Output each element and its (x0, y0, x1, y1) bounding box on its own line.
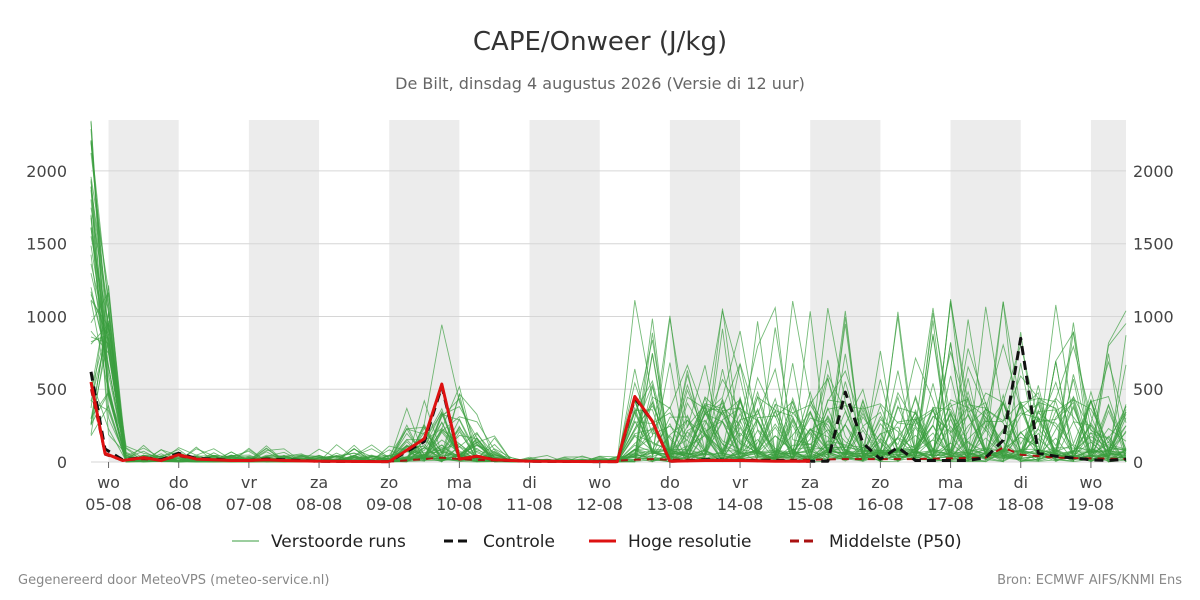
chart-title: CAPE/Onweer (J/kg) (473, 27, 727, 57)
x-tick-day: vr (241, 473, 257, 492)
x-tick-date: 11-08 (506, 495, 553, 514)
x-tick-date: 16-08 (857, 495, 904, 514)
x-tick-date: 05-08 (85, 495, 132, 514)
x-tick-day: za (801, 473, 819, 492)
x-tick-day: wo (588, 473, 611, 492)
x-tick-day: do (169, 473, 189, 492)
x-tick-date: 17-08 (927, 495, 974, 514)
x-tick-day: wo (1079, 473, 1102, 492)
y-tick-label-right: 500 (1133, 380, 1164, 399)
x-tick-day: ma (447, 473, 472, 492)
main-series (89, 336, 1127, 464)
shaded-day-band (248, 120, 320, 462)
x-tick-date: 14-08 (717, 495, 764, 514)
x-tick-day: zo (871, 473, 889, 492)
high-resolution-line (89, 381, 811, 464)
legend: Verstoorde runs Controle Hoge resolutie Mid… (232, 532, 962, 552)
x-tick-day: di (522, 473, 537, 492)
y-tick-label-right: 2000 (1133, 162, 1174, 181)
x-tick-date: 18-08 (997, 495, 1044, 514)
y-tick-label-left: 500 (36, 380, 67, 399)
x-tick-day: do (660, 473, 680, 492)
y-tick-label-left: 1000 (26, 307, 67, 326)
x-tick-day: di (1013, 473, 1028, 492)
x-tick-date: 08-08 (296, 495, 343, 514)
y-tick-label-right: 0 (1133, 453, 1143, 472)
footer-generator-text: Gegenereerd door MeteoVPS (meteo-service… (18, 573, 330, 588)
y-tick-label-left: 2000 (26, 162, 67, 181)
x-tick-date: 19-08 (1068, 495, 1115, 514)
x-tick-date: 13-08 (647, 495, 694, 514)
ensemble-member-line (90, 215, 1127, 463)
y-tick-label-right: 1000 (1133, 307, 1174, 326)
legend-label-median: Middelste (P50) (829, 532, 962, 552)
x-tick-date: 07-08 (226, 495, 273, 514)
y-tick-label-left: 0 (57, 453, 67, 472)
x-tick-date: 12-08 (576, 495, 623, 514)
shaded-day-band (529, 120, 600, 462)
x-tick-date: 15-08 (787, 495, 834, 514)
x-tick-day: wo (97, 473, 120, 492)
legend-label-control: Controle (483, 532, 555, 552)
x-tick-day: za (310, 473, 328, 492)
x-tick-day: vr (732, 473, 748, 492)
y-axis-ticks: 0 0 500 500 1000 1000 1500 1500 2000 2000 (26, 162, 1173, 472)
x-axis-ticks: wo 05-08 do 06-08 vr 07-08 za 08-08 zo 09-08 ma 10-… (85, 462, 1114, 514)
y-tick-label-right: 1500 (1133, 235, 1174, 254)
legend-label-perturbed: Verstoorde runs (271, 532, 406, 552)
footer-source-text: Bron: ECMWF AIFS/KNMI Ens (997, 573, 1182, 588)
x-tick-date: 06-08 (155, 495, 202, 514)
legend-label-high_res: Hoge resolutie (628, 532, 752, 552)
x-tick-day: ma (938, 473, 963, 492)
x-tick-date: 09-08 (366, 495, 413, 514)
y-tick-label-left: 1500 (26, 235, 67, 254)
x-tick-day: zo (380, 473, 398, 492)
chart-subtitle: De Bilt, dinsdag 4 augustus 2026 (Versie… (395, 74, 805, 93)
x-tick-date: 10-08 (436, 495, 483, 514)
